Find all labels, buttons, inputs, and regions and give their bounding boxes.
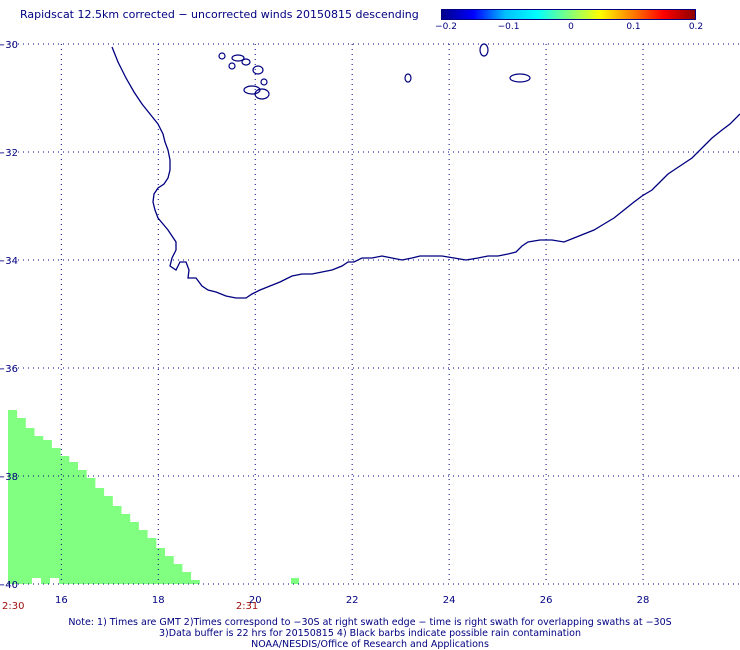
- island: [404, 73, 412, 83]
- island: [252, 65, 264, 75]
- island: [243, 85, 261, 95]
- swath-gap: [32, 578, 41, 584]
- colorbar-label: 0.2: [688, 22, 704, 32]
- swath-cell: [190, 580, 200, 584]
- grid-lines: [8, 43, 740, 585]
- swath-cell: [147, 538, 157, 584]
- swath-cell: [95, 488, 105, 584]
- x-tick-label: 16: [55, 595, 68, 606]
- note-line-2: 3)Data buffer is 22 hrs for 20150815 4) …: [159, 628, 581, 639]
- swath-cell: [155, 548, 165, 584]
- colorbar: [441, 9, 696, 20]
- swath-cell: [68, 462, 78, 584]
- colorbar-label: 0: [568, 22, 574, 32]
- x-tick-label: 28: [637, 595, 650, 606]
- swath-gap: [50, 578, 59, 584]
- y-tick-label: −36: [0, 364, 18, 375]
- island: [509, 73, 531, 83]
- coastline: [111, 46, 740, 299]
- swath-cell: [77, 470, 87, 584]
- swath-gap: [283, 570, 299, 578]
- island: [231, 54, 245, 62]
- swath-cell: [103, 496, 113, 584]
- swath-cell: [112, 506, 122, 584]
- y-tick-label: −40: [0, 580, 18, 591]
- island: [228, 62, 236, 70]
- swath-cell: [138, 530, 148, 584]
- swath-cell: [291, 578, 299, 584]
- x-tick-label: 24: [443, 595, 456, 606]
- swath-cell: [173, 564, 183, 584]
- note-line-1: Note: 1) Times are GMT 2)Times correspon…: [68, 617, 672, 628]
- swath-cell: [182, 572, 192, 584]
- x-tick-label: 22: [346, 595, 359, 606]
- note-line-3: NOAA/NESDIS/Office of Research and Appli…: [251, 639, 489, 650]
- swath-cell: [121, 514, 131, 584]
- y-tick-label: −34: [0, 256, 18, 267]
- x-tick-label: 20: [249, 595, 262, 606]
- swath-time-label: 2:31: [236, 601, 258, 612]
- swath-cell: [25, 428, 35, 584]
- time-labels: 2:30 2:31: [2, 601, 258, 612]
- coastline-layer: [111, 43, 740, 299]
- swath-cell: [129, 522, 139, 584]
- island: [218, 52, 226, 60]
- map-title: Rapidscat 12.5km corrected − uncorrected…: [20, 8, 419, 21]
- swath-layer: [8, 410, 299, 584]
- swath-cell: [8, 410, 18, 584]
- y-tick-label: −32: [0, 148, 18, 159]
- island: [479, 43, 489, 57]
- colorbar-label: −0.2: [435, 22, 457, 32]
- x-tick-label: 18: [152, 595, 165, 606]
- colorbar-label: 0.1: [626, 22, 641, 32]
- swath-cell: [86, 478, 96, 584]
- swath-time-label: 2:30: [2, 601, 24, 612]
- y-tick-label: −30: [0, 40, 18, 51]
- swath-cell: [42, 440, 52, 584]
- tick-labels: 16 18 20 22 24 26 28 −30 −32 −34 −36 −38 −40: [0, 40, 649, 606]
- island: [254, 88, 270, 100]
- y-tick-label: −38: [0, 472, 18, 483]
- island: [260, 78, 268, 86]
- swath-cell: [60, 456, 70, 584]
- swath-cell: [16, 418, 26, 584]
- island: [241, 58, 251, 66]
- swath-cell: [51, 448, 61, 584]
- x-tick-label: 26: [540, 595, 553, 606]
- colorbar-label: −0.1: [497, 22, 520, 32]
- swath-cell: [164, 556, 174, 584]
- swath-cell: [34, 436, 44, 584]
